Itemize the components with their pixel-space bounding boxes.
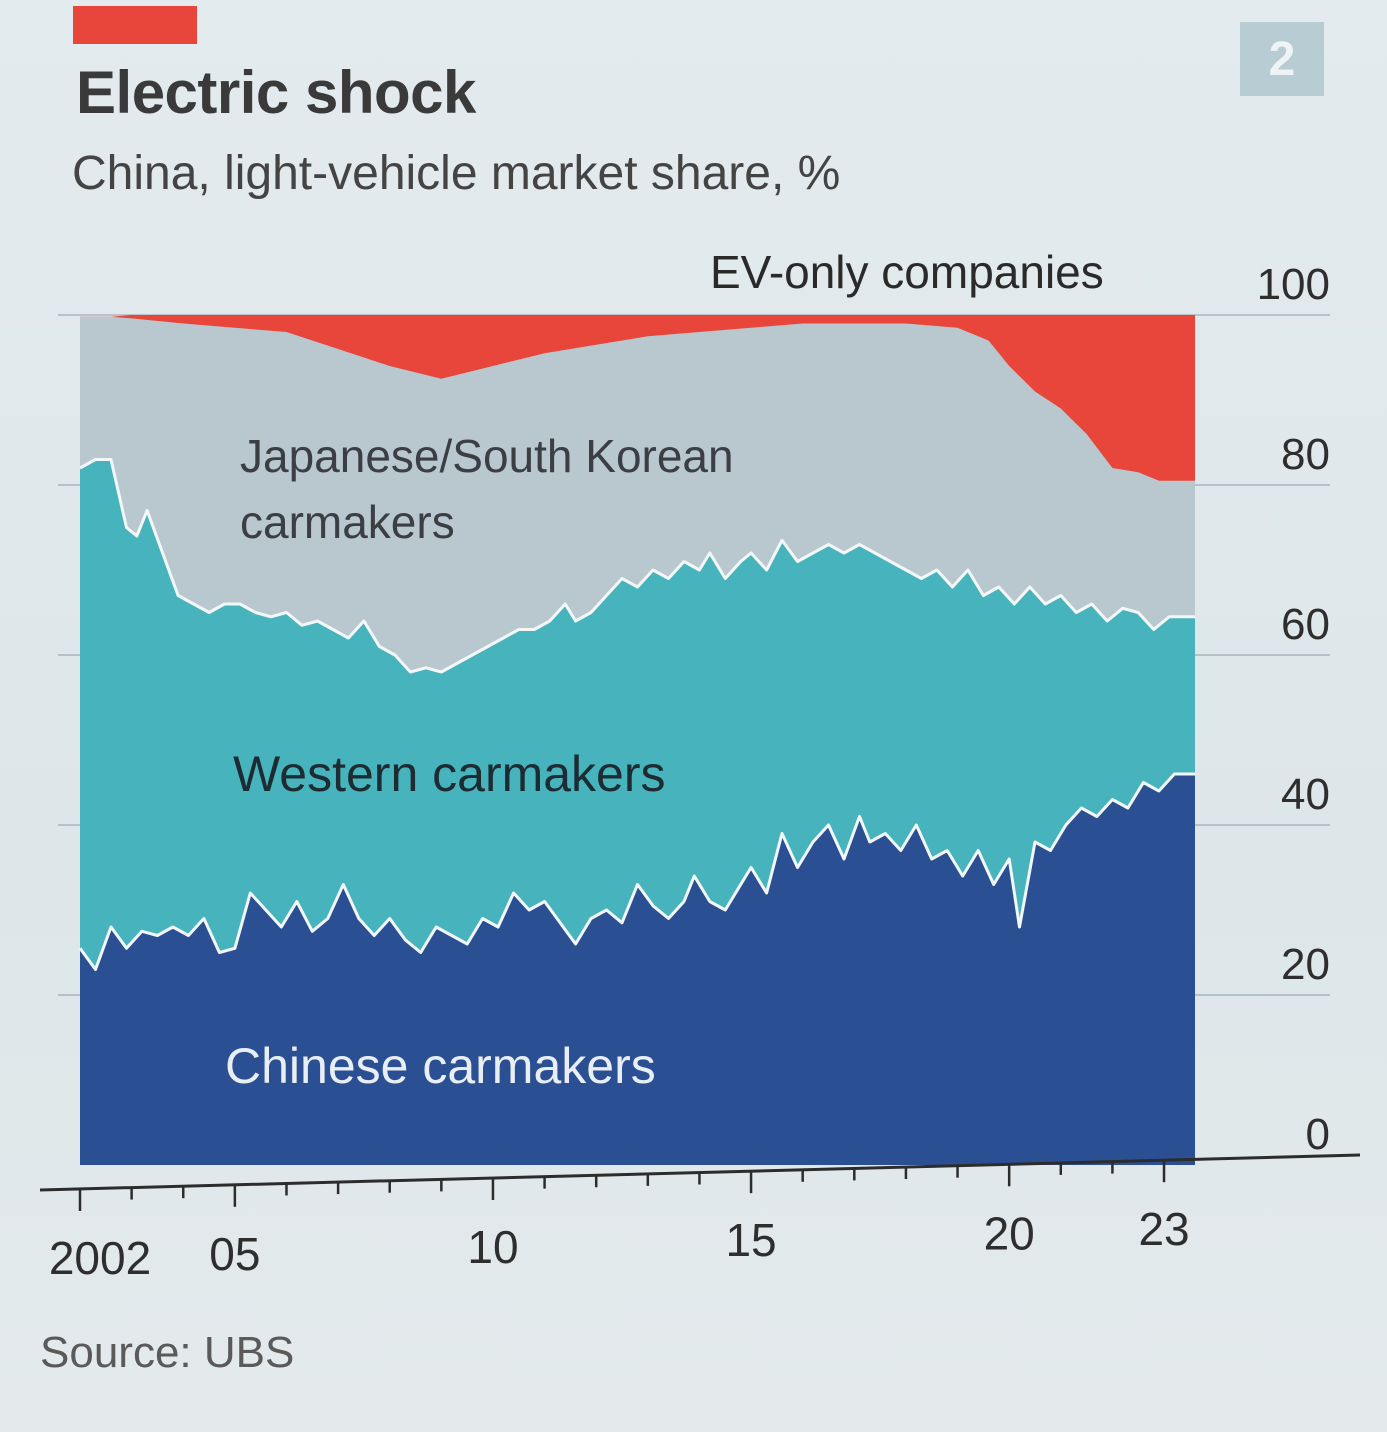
chart-title: Electric shock — [76, 59, 476, 126]
x-tick-label-2023: 23 — [1138, 1203, 1189, 1255]
x-tick-label-2005: 05 — [209, 1228, 260, 1280]
series-label-chinese: Chinese carmakers — [225, 1038, 656, 1094]
series-label-western: Western carmakers — [233, 746, 666, 802]
series-areas — [78, 315, 1195, 1165]
series-label-japanese-korean-line1: Japanese/South Korean — [240, 430, 734, 482]
y-tick-label-40: 40 — [1281, 770, 1330, 819]
area-western-edge — [79, 458, 1195, 674]
y-axis-labels: 0 20 40 60 80 100 — [1257, 260, 1330, 1159]
y-tick-label-0: 0 — [1306, 1110, 1330, 1159]
x-tick-label-2010: 10 — [467, 1221, 518, 1273]
y-tick-label-60: 60 — [1281, 600, 1330, 649]
brand-red-tag — [73, 6, 197, 44]
series-label-ev-only: EV-only companies — [710, 246, 1104, 298]
x-tick-label-2002: 2002 — [49, 1232, 151, 1284]
area-chinese — [80, 774, 1195, 1165]
chart-number-badge: 2 — [1240, 22, 1324, 96]
x-axis: 2002 05 10 15 20 23 — [39, 1153, 1361, 1284]
source-note: Source: UBS — [40, 1328, 295, 1377]
series-labels: EV-only companies Japanese/South Korean … — [225, 246, 1104, 1094]
x-tick-label-2020: 20 — [984, 1207, 1035, 1259]
series-label-japanese-korean-line2: carmakers — [240, 496, 455, 548]
chart-subtitle: China, light-vehicle market share, % — [72, 147, 841, 200]
y-tick-label-80: 80 — [1281, 430, 1330, 479]
x-axis-line — [39, 1153, 1361, 1192]
x-tick-label-2015: 15 — [725, 1214, 776, 1266]
y-tick-label-20: 20 — [1281, 940, 1330, 989]
y-tick-label-100: 100 — [1257, 260, 1330, 309]
series-label-japanese-korean: Japanese/South Korean carmakers — [240, 430, 746, 548]
area-chinese-edge — [78, 772, 1195, 971]
